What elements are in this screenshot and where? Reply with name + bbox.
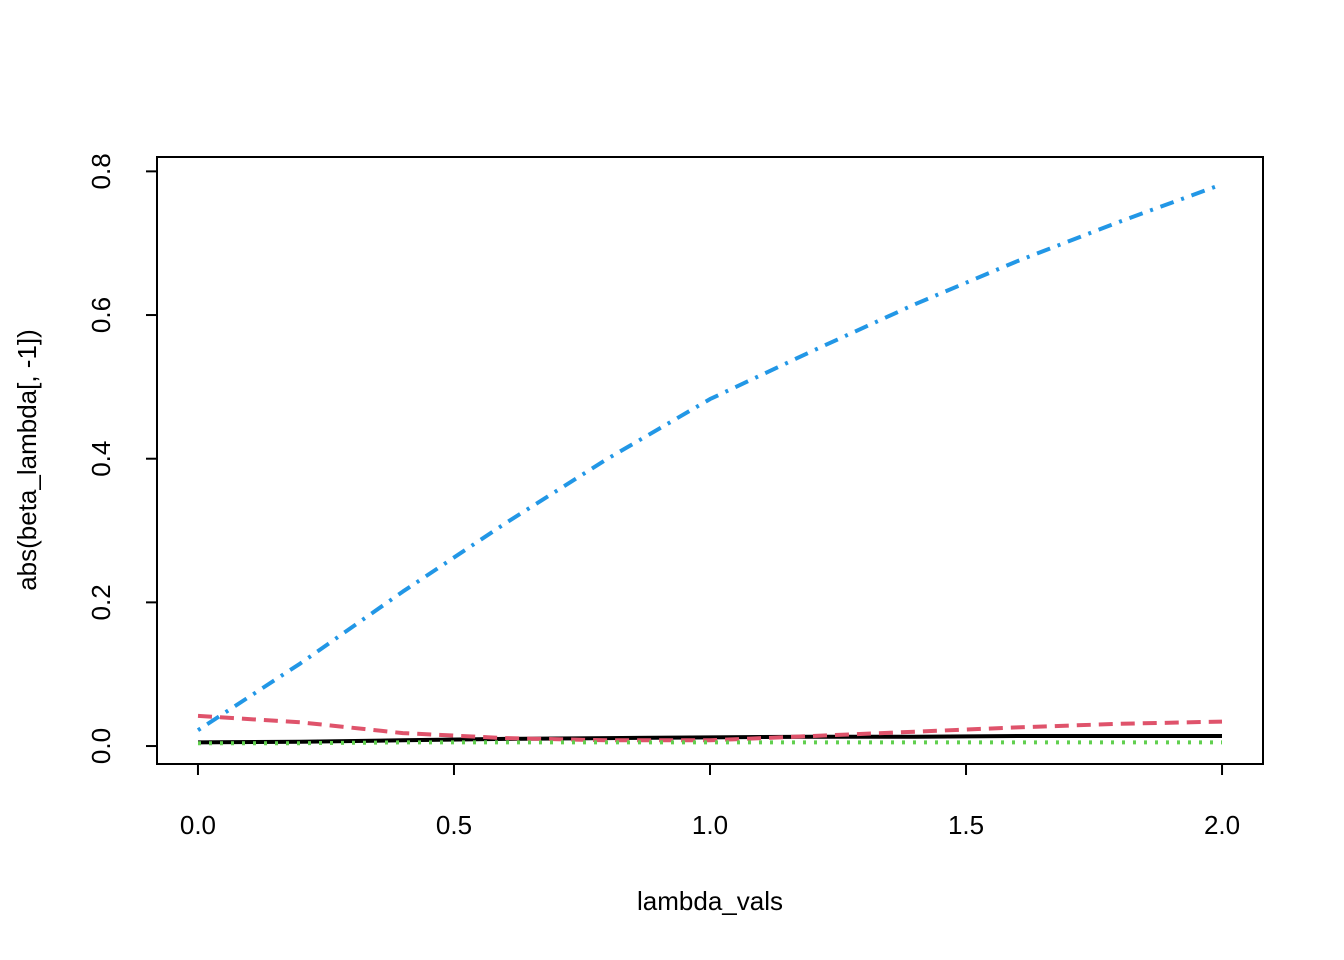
y-tick-label: 0.0 xyxy=(86,728,116,764)
series-line-1 xyxy=(197,734,1222,745)
series-layer xyxy=(196,182,1223,746)
x-axis: 0.0 0.5 1.0 1.5 2.0 xyxy=(180,763,1240,840)
y-axis: 0.0 0.2 0.4 0.6 0.8 xyxy=(86,153,158,764)
x-tick-label: 0.5 xyxy=(436,810,472,840)
y-tick-label: 0.8 xyxy=(86,153,116,189)
y-axis-title: abs(beta_lambda[, -1]) xyxy=(12,329,42,591)
x-tick-label: 0.0 xyxy=(180,810,216,840)
y-tick-label: 0.6 xyxy=(86,297,116,333)
series-line-4 xyxy=(196,182,1223,732)
x-tick-label: 1.5 xyxy=(948,810,984,840)
x-axis-title: lambda_vals xyxy=(637,886,783,916)
x-tick-label: 2.0 xyxy=(1204,810,1240,840)
plot-frame xyxy=(156,156,1264,765)
y-tick-label: 0.2 xyxy=(86,584,116,620)
series-line-2 xyxy=(197,713,1223,743)
x-tick-label: 1.0 xyxy=(692,810,728,840)
y-tick-label: 0.4 xyxy=(86,441,116,477)
